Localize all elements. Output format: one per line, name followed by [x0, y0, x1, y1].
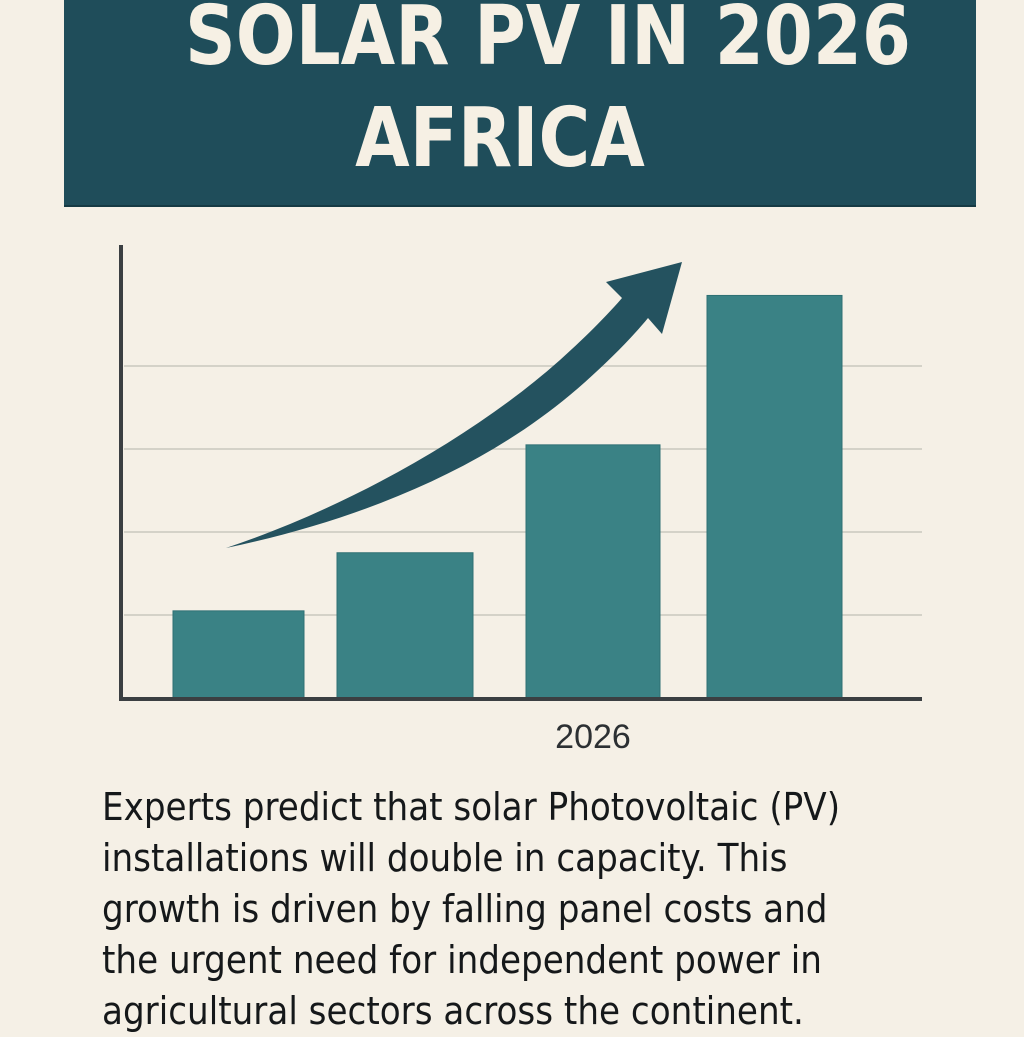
description-paragraph: Experts predict that solar Photovoltaic …	[102, 785, 841, 1033]
x-axis-label: 2026	[555, 718, 631, 756]
bar-4	[706, 294, 843, 699]
title-line-2: AFRICA	[355, 91, 645, 186]
bar-1	[172, 610, 305, 699]
title-line-1: SOLAR PV IN 2026	[184, 0, 912, 84]
trend-arrow-icon	[226, 262, 682, 548]
bar-2	[336, 552, 474, 699]
bars	[172, 294, 843, 699]
bar-3	[525, 444, 661, 699]
title-banner: SOLAR PV IN 2026 AFRICA	[64, 0, 976, 207]
bar-chart: 2026	[119, 245, 922, 756]
